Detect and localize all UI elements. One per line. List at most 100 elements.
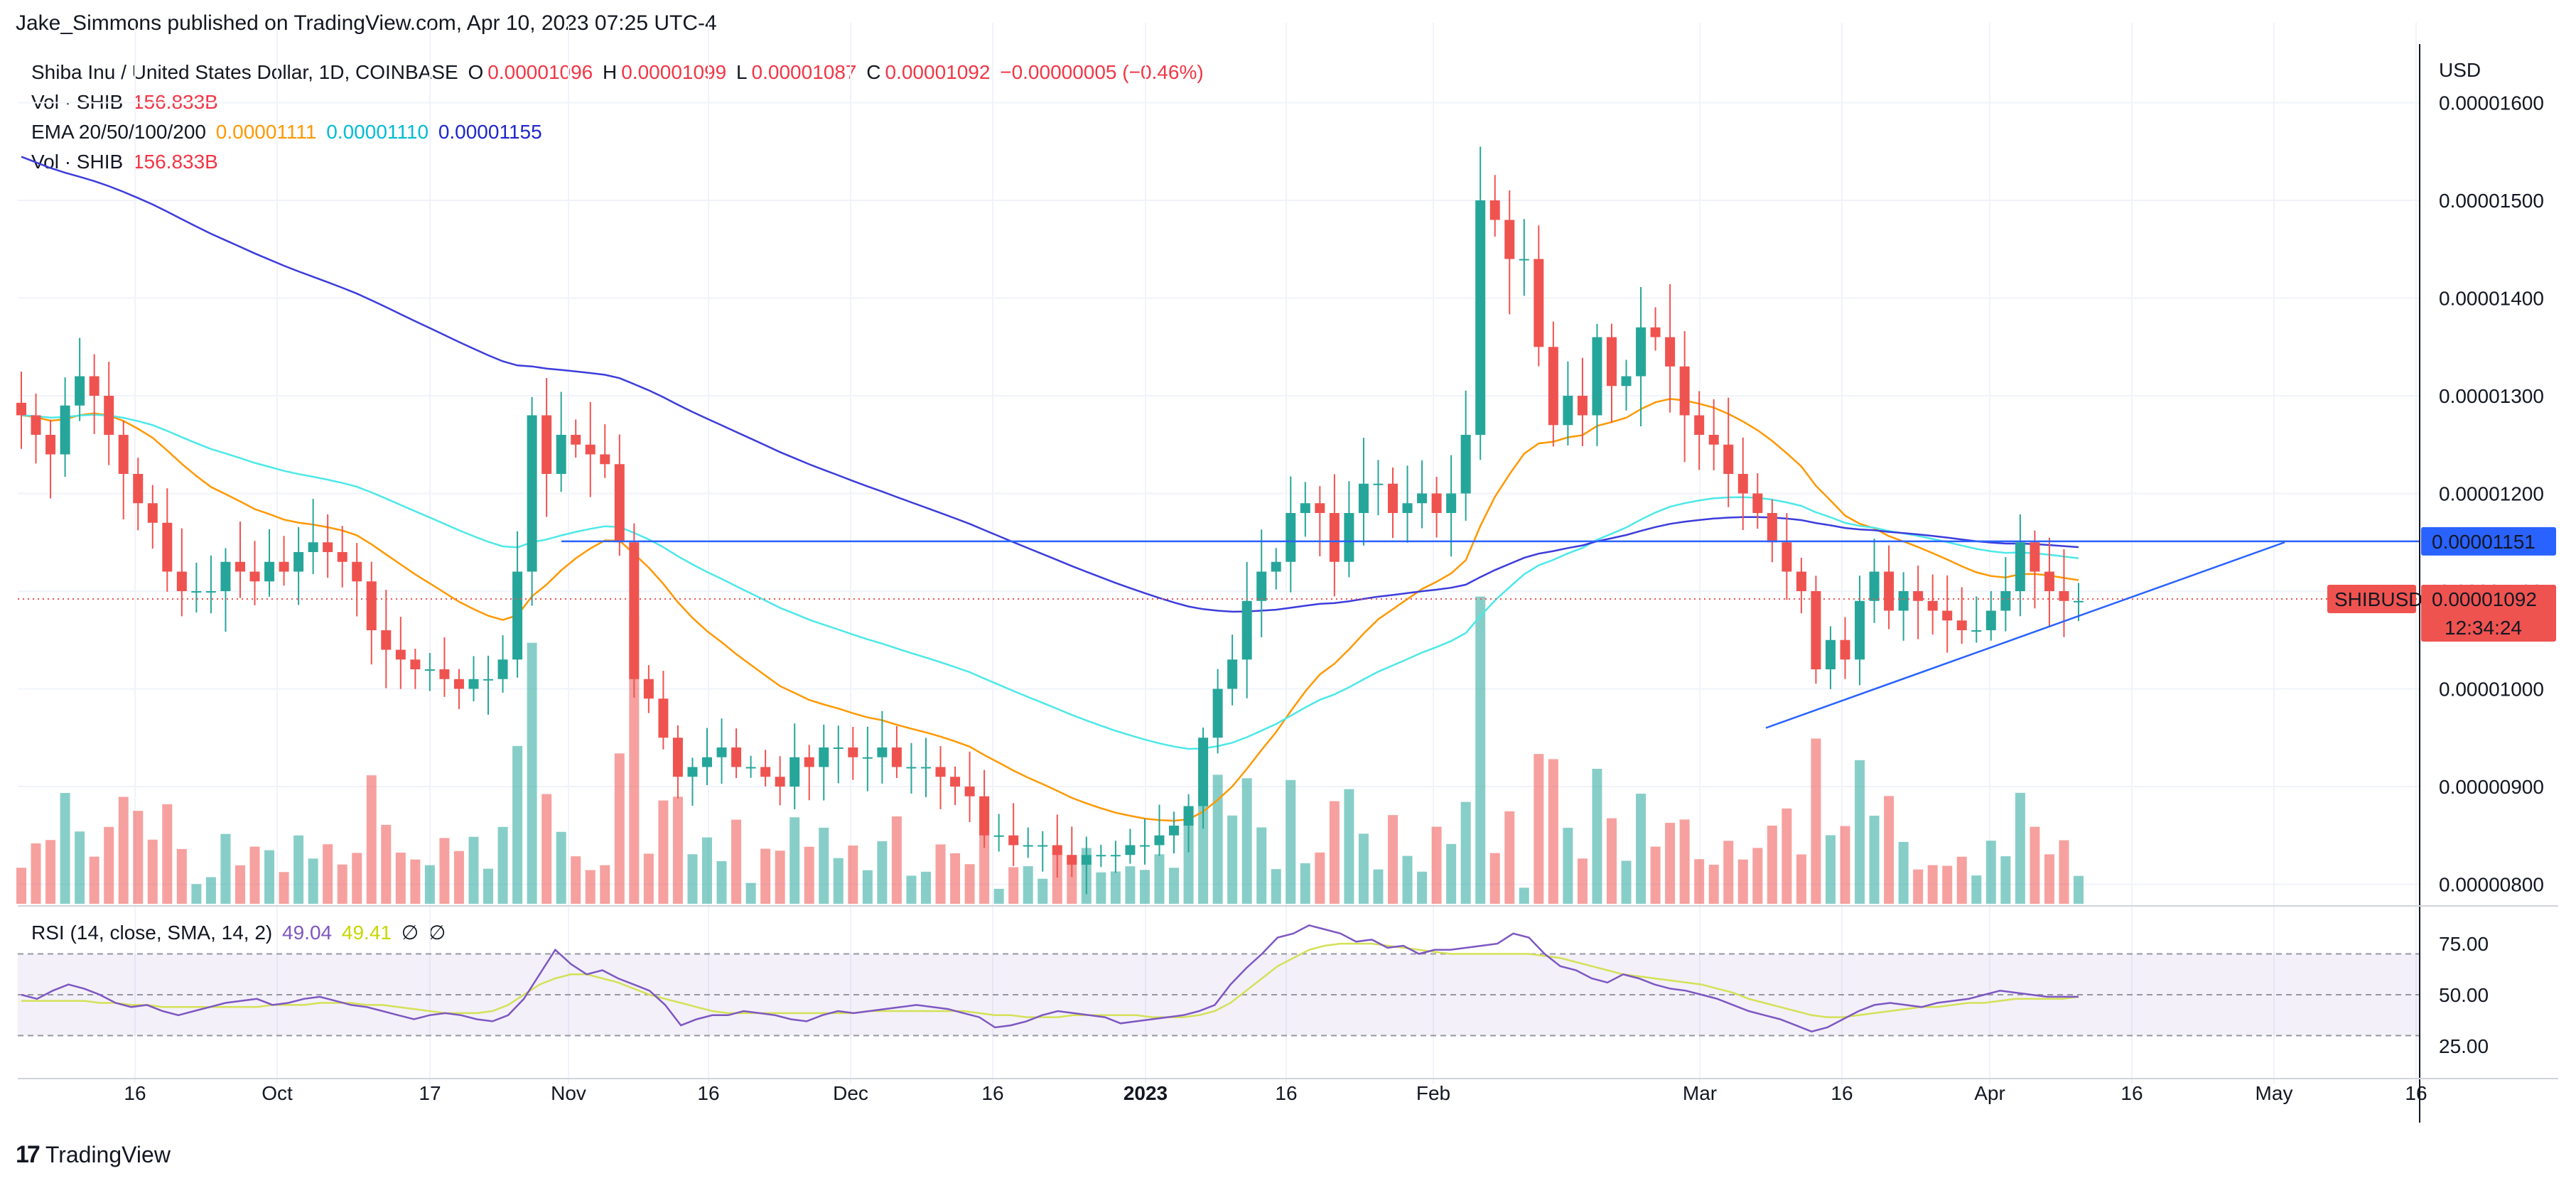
volume-bar [877, 841, 888, 904]
volume-bar [1373, 869, 1384, 904]
volume-bar [1650, 846, 1661, 904]
volume-bar [833, 858, 844, 904]
candle-body [1227, 659, 1238, 689]
volume-bar [789, 817, 800, 904]
candle-body [1971, 630, 1982, 632]
candle-body [2030, 542, 2040, 572]
symbol-badge [2327, 585, 2416, 613]
volume-bar [1067, 855, 1077, 904]
candle-body [1592, 337, 1602, 416]
volume-bar [2044, 854, 2054, 904]
candle-body [1679, 366, 1690, 416]
volume-bar [381, 824, 392, 904]
level-badge-text: 0.00001151 [2432, 531, 2535, 553]
volume-bar [1942, 865, 1953, 904]
volume-bar [906, 875, 917, 904]
tradingview-brand[interactable]: 17 TradingView [16, 1141, 171, 1169]
volume-bar [1008, 867, 1019, 904]
rsi-tick-label: 25.00 [2439, 1035, 2489, 1057]
volume-bar [1855, 760, 1865, 904]
candle-body [1665, 337, 1676, 367]
volume-bar [2000, 856, 2011, 904]
volume-bar [1315, 852, 1325, 904]
candle-body [1125, 845, 1136, 855]
volume-bar [424, 865, 435, 904]
volume-bar [162, 804, 173, 904]
open-value: 0.00001096 [487, 61, 593, 83]
volume-value-2: 156.833B [132, 151, 218, 173]
volume-bar [920, 871, 931, 904]
candle-body [760, 767, 771, 777]
volume-bar [75, 831, 85, 904]
volume-bar [1971, 875, 1982, 904]
volume-bar [60, 793, 70, 904]
volume-bar [775, 850, 785, 904]
volume-bar [1825, 835, 1836, 904]
volume-bar [439, 838, 450, 904]
candle-body [1913, 591, 1924, 601]
volume-bar [104, 826, 114, 904]
candle-body [687, 767, 698, 777]
candle-body [862, 757, 873, 759]
volume-bar [1154, 854, 1165, 904]
candle-body [1825, 639, 1836, 669]
volume-bar [1052, 854, 1062, 904]
volume-bar [1388, 815, 1398, 904]
candle-body [950, 777, 961, 787]
ema-label[interactable]: EMA 20/50/100/200 [31, 121, 206, 143]
candle-body [1811, 591, 1821, 669]
candle-body [323, 542, 333, 552]
candle-body [891, 747, 902, 767]
ema50-line [21, 414, 2079, 750]
volume-bar [1927, 865, 1938, 904]
x-tick-label: Dec [833, 1082, 868, 1104]
volume-bar [410, 859, 421, 904]
candle-body [1767, 513, 1777, 543]
volume-bar [1402, 855, 1413, 904]
grid [18, 23, 2420, 1084]
volume-bar [600, 865, 610, 904]
candle-body [643, 679, 654, 699]
volume-bar [337, 864, 347, 904]
volume-bar [352, 853, 362, 904]
volume-bar [512, 745, 523, 904]
candle-body [1884, 571, 1895, 611]
candle-body [629, 542, 640, 679]
countdown-text: 12:34:24 [2445, 617, 2522, 639]
trend-drawings[interactable] [18, 540, 2420, 729]
candle-body [833, 747, 844, 749]
volume-bar [891, 816, 902, 904]
ema-legend: EMA 20/50/100/200 0.00001111 0.00001110 … [31, 121, 546, 144]
volume-bar [1256, 827, 1267, 904]
rsi-na-1: ∅ [401, 922, 419, 944]
volume-label-2[interactable]: Vol · SHIB [31, 151, 124, 173]
candle-body [1446, 493, 1457, 513]
high-label: H [603, 61, 618, 83]
candle-body [45, 435, 56, 455]
candle-body [1096, 855, 1106, 857]
candle-body [395, 649, 406, 660]
volume-bar [89, 856, 99, 904]
volume-bar [2030, 826, 2040, 904]
volume-bar [1563, 827, 1573, 904]
candle-body [118, 435, 129, 474]
volume-bar [308, 858, 318, 904]
publisher-caption: Jake_Simmons published on TradingView.co… [16, 11, 717, 35]
candle-body [1782, 542, 1792, 572]
volume-bar [1417, 871, 1428, 904]
volume-bar [702, 837, 712, 904]
candle-body [1752, 493, 1763, 513]
rsi-label[interactable]: RSI (14, close, SMA, 14, 2) [31, 922, 273, 944]
candle-body [75, 376, 85, 406]
candle-body [702, 757, 712, 767]
volume-bar [220, 833, 231, 904]
volume-bar [571, 856, 581, 904]
y-tick-label: 0.00001600 [2439, 92, 2544, 114]
candle-body [1723, 444, 1734, 474]
candle-body [1489, 200, 1500, 220]
volume-bar [1884, 796, 1895, 904]
symbol-name[interactable]: Shiba Inu / United States Dollar, 1D, CO… [31, 61, 458, 83]
symbol-legend: Shiba Inu / United States Dollar, 1D, CO… [31, 61, 1208, 84]
candle-body [1898, 591, 1909, 611]
